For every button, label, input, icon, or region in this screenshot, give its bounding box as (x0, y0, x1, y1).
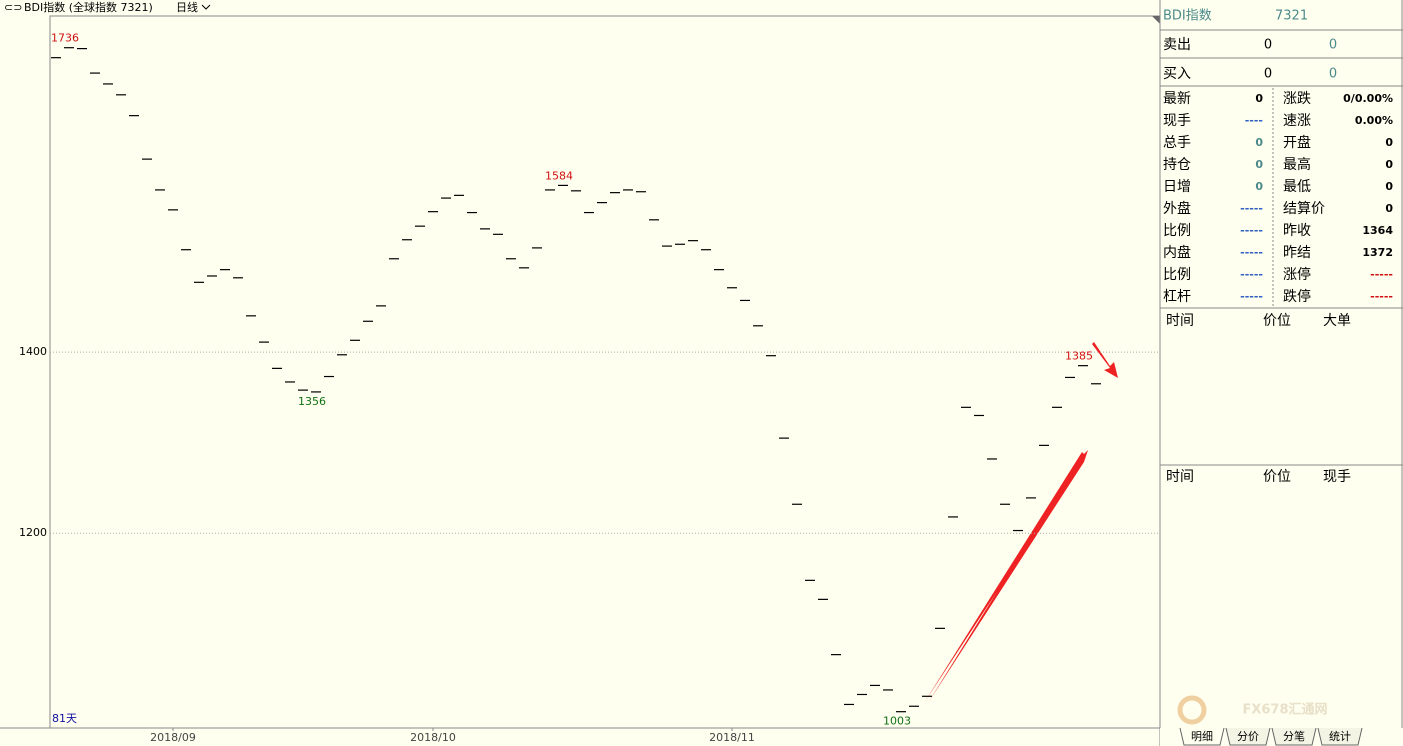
tab-label[interactable]: 明细 (1191, 730, 1213, 743)
quote-label: 杠杆 (1163, 289, 1191, 305)
quote-value: ----- (1370, 268, 1393, 281)
quote-label: 比例 (1163, 223, 1191, 239)
x-tick-label: 2018/09 (150, 731, 196, 744)
extreme-label: 1356 (298, 395, 326, 408)
y-tick-label: 1200 (19, 526, 47, 539)
link-icon: ⊂⊃ (4, 1, 22, 14)
instrument-title: BDI指数 (全球指数 7321) (24, 0, 153, 14)
quote-label: 昨收 (1283, 223, 1311, 239)
quote-label: 涨跌 (1283, 91, 1311, 107)
quote-label: 内盘 (1163, 244, 1191, 261)
buy-price: 0 (1264, 67, 1272, 82)
quote-label: 持仓 (1163, 157, 1191, 173)
y-tick-label: 1400 (19, 345, 47, 358)
sell-price: 0 (1264, 38, 1272, 53)
quote-label: 速涨 (1283, 113, 1311, 129)
quote-label: 结算价 (1283, 201, 1325, 217)
quote-value: 0 (1255, 180, 1263, 193)
tab-label[interactable]: 分笔 (1283, 729, 1305, 743)
quote-label: 总手 (1163, 135, 1191, 151)
panel-title: BDI指数 (1163, 9, 1212, 24)
top-bar (0, 0, 1160, 16)
x-tick-label: 2018/10 (410, 731, 456, 744)
tab[interactable] (1271, 727, 1317, 746)
quote-value: 0 (1385, 158, 1393, 171)
quote-value: 0 (1385, 202, 1393, 215)
tab[interactable] (1317, 727, 1363, 746)
dropdown-arrow (201, 4, 211, 10)
quote-value: ---- (1245, 114, 1263, 127)
extreme-label: 1584 (545, 169, 573, 182)
panel-code: 7321 (1275, 9, 1308, 24)
buy-label: 买入 (1163, 66, 1191, 82)
quote-label: 外盘 (1163, 200, 1191, 217)
sell-volume: 0 (1329, 38, 1337, 53)
quote-label: 日增 (1163, 179, 1191, 195)
quote-value: 0.00% (1355, 114, 1393, 127)
corner-mark (1152, 16, 1160, 24)
extreme-label: 1736 (51, 32, 79, 45)
quote-value: ----- (1240, 290, 1263, 303)
table-header: 时间 (1166, 469, 1194, 485)
quote-label: 涨停 (1283, 266, 1311, 283)
quote-value: 0 (1385, 180, 1393, 193)
table-header: 现手 (1323, 469, 1351, 485)
tab-label[interactable]: 分价 (1237, 730, 1259, 743)
tab[interactable] (1179, 727, 1225, 746)
tab-label[interactable]: 统计 (1329, 730, 1351, 743)
arrow-up (924, 450, 1088, 703)
quote-value: ----- (1240, 246, 1263, 259)
period-selector[interactable]: 日线 (176, 0, 198, 14)
table-header: 时间 (1166, 313, 1194, 329)
quote-value: ----- (1240, 224, 1263, 237)
buy-volume: 0 (1329, 67, 1337, 82)
tab[interactable] (1225, 727, 1271, 746)
quote-label: 最高 (1283, 156, 1311, 173)
quote-label: 最低 (1283, 179, 1311, 195)
table-header: 价位 (1263, 313, 1291, 329)
quote-label: 比例 (1163, 267, 1191, 283)
quote-value: 0 (1255, 136, 1263, 149)
extreme-label: 1003 (883, 715, 911, 728)
quote-value: 0/0.00% (1343, 92, 1393, 105)
quote-value: 1364 (1362, 224, 1393, 237)
quote-value: ----- (1240, 202, 1263, 215)
quote-value: 1372 (1362, 246, 1393, 259)
quote-value: 0 (1385, 136, 1393, 149)
extreme-label: 1385 (1065, 350, 1093, 363)
days-label: 81天 (52, 712, 77, 725)
quote-value: ----- (1370, 290, 1393, 303)
quote-value: 0 (1255, 158, 1263, 171)
watermark-logo (1177, 695, 1207, 725)
quote-value: ----- (1240, 268, 1263, 281)
x-tick-label: 2018/11 (709, 731, 755, 744)
table-header: 价位 (1263, 469, 1291, 485)
sell-label: 卖出 (1163, 37, 1191, 53)
quote-label: 最新 (1163, 91, 1191, 107)
quote-value: 0 (1255, 92, 1263, 105)
quote-label: 现手 (1163, 113, 1191, 129)
quote-label: 开盘 (1283, 134, 1311, 151)
watermark: FX678汇通网 (1242, 702, 1327, 718)
quote-label: 跌停 (1283, 288, 1311, 305)
arrow-down (1092, 342, 1118, 378)
table-header: 大单 (1323, 313, 1351, 329)
quote-label: 昨结 (1283, 245, 1311, 261)
